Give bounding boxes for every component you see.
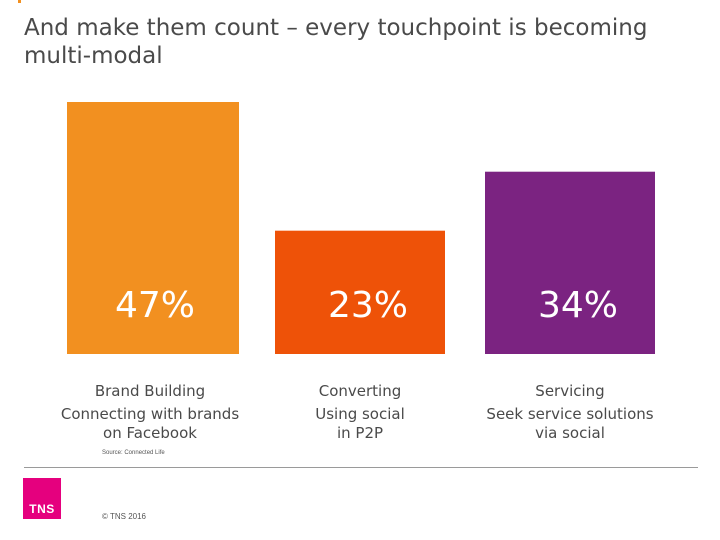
category-description: Seek service solutions — [486, 405, 653, 423]
bar-value-label: 34% — [538, 285, 618, 326]
bar-servicing — [485, 171, 655, 354]
bar-converting — [275, 230, 445, 354]
category-label: Servicing — [535, 382, 604, 400]
tns-logo: TNS — [23, 478, 61, 519]
slide-title: And make them count – every touchpoint i… — [24, 15, 648, 69]
corner-accent — [18, 0, 21, 3]
category-description: Connecting with brands — [61, 405, 239, 423]
category-description: via social — [535, 424, 605, 442]
footer-divider — [24, 467, 698, 468]
copyright-text: © TNS 2016 — [102, 512, 146, 521]
logo-text: TNS — [29, 502, 55, 516]
category-label: Converting — [319, 382, 402, 400]
category-description: Using social — [315, 405, 405, 423]
bar-value-label: 47% — [115, 285, 195, 326]
bar-value-label: 23% — [328, 285, 408, 326]
category-description: in P2P — [337, 424, 383, 442]
bar-brand-building — [67, 102, 239, 354]
category-label: Brand Building — [95, 382, 205, 400]
category-description: on Facebook — [103, 424, 197, 442]
source-note: Source: Connected Life — [102, 450, 165, 456]
